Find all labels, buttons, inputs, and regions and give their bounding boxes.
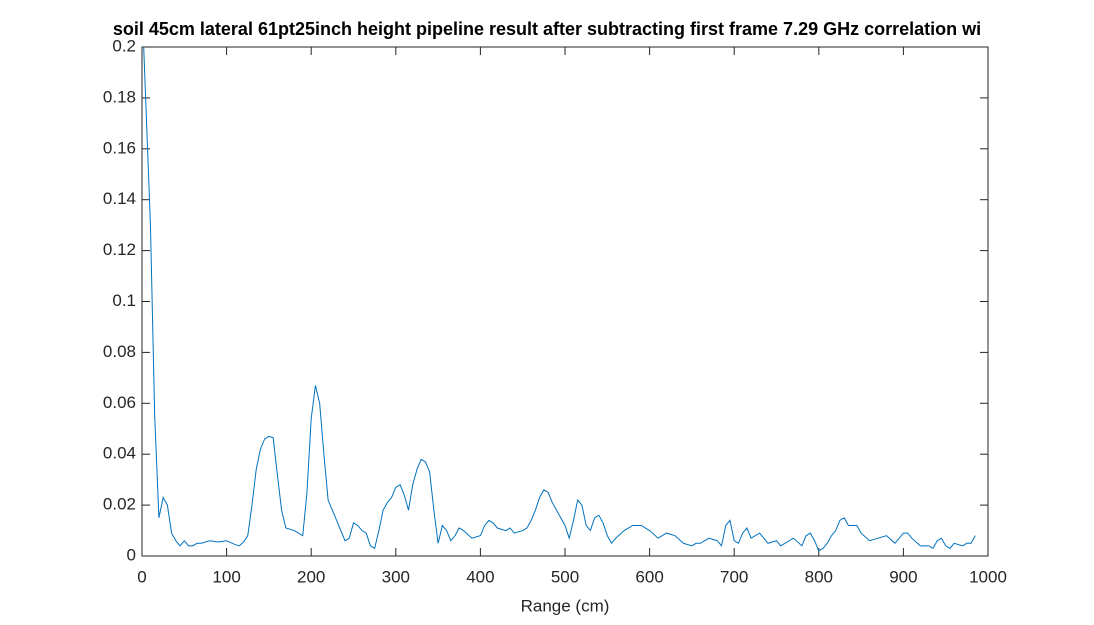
x-tick-label: 900 bbox=[889, 567, 917, 586]
x-tick-label: 400 bbox=[466, 567, 494, 586]
y-tick-label: 0.1 bbox=[112, 291, 136, 310]
x-tick-label: 700 bbox=[720, 567, 748, 586]
y-tick-label: 0.02 bbox=[103, 495, 136, 514]
x-tick-label: 800 bbox=[805, 567, 833, 586]
chart-title: soil 45cm lateral 61pt25inch height pipe… bbox=[113, 19, 981, 39]
y-tick-label: 0.16 bbox=[103, 138, 136, 157]
y-tick-label: 0.2 bbox=[112, 36, 136, 55]
y-tick-label: 0.08 bbox=[103, 342, 136, 361]
y-tick-label: 0.04 bbox=[103, 444, 136, 463]
x-axis-label: Range (cm) bbox=[521, 596, 610, 615]
y-tick-label: 0 bbox=[127, 545, 136, 564]
y-tick-label: 0.06 bbox=[103, 393, 136, 412]
x-tick-label: 0 bbox=[137, 567, 146, 586]
x-tick-label: 500 bbox=[551, 567, 579, 586]
x-tick-label: 600 bbox=[635, 567, 663, 586]
y-tick-label: 0.14 bbox=[103, 189, 136, 208]
x-tick-label: 1000 bbox=[969, 567, 1007, 586]
x-tick-label: 300 bbox=[382, 567, 410, 586]
y-tick-label: 0.12 bbox=[103, 240, 136, 259]
y-tick-label: 0.18 bbox=[103, 87, 136, 106]
x-tick-label: 100 bbox=[212, 567, 240, 586]
data-line bbox=[143, 46, 976, 552]
x-tick-label: 200 bbox=[297, 567, 325, 586]
